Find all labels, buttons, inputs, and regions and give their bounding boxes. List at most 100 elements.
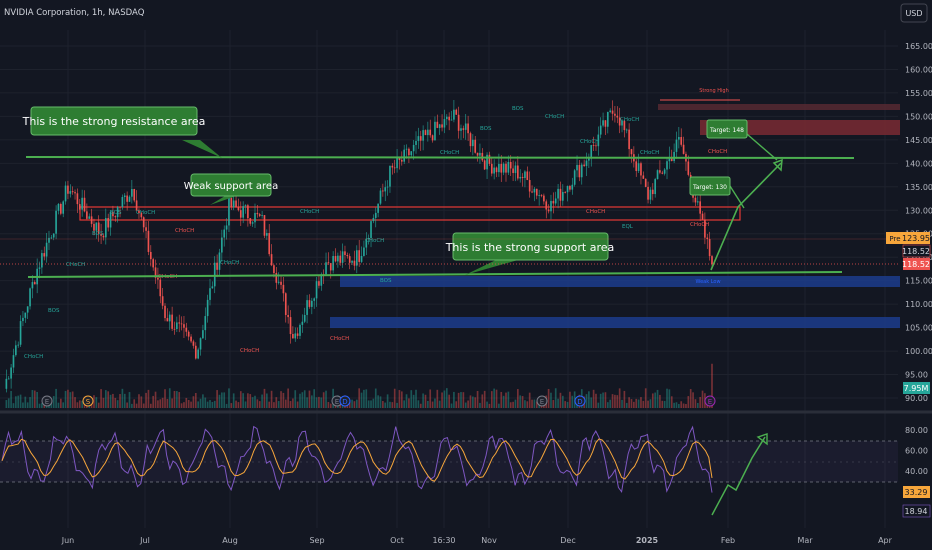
volume-bar (187, 399, 190, 408)
candle-body (251, 222, 254, 224)
candle-body (93, 223, 95, 231)
candle-body (604, 120, 607, 127)
structure-label: CHoCH (708, 149, 727, 155)
volume-bar (597, 402, 600, 408)
volume-bar (173, 390, 176, 408)
volume-bar (24, 396, 27, 408)
event-marker[interactable]: D (574, 395, 586, 407)
candle-body (258, 214, 261, 216)
volume-bar (149, 403, 152, 408)
volume-bar (67, 389, 69, 408)
time-tick-label: Oct (390, 536, 404, 545)
strong-support-callout[interactable]: This is the strong support area (445, 232, 615, 275)
volume-bar (405, 394, 408, 408)
candle-body (294, 333, 297, 339)
volume-bar (561, 395, 564, 408)
candle-body (256, 212, 259, 215)
volume-bar (623, 390, 626, 408)
structure-label: CHoCH (690, 222, 709, 228)
candle-body (10, 367, 12, 379)
candle-body (102, 235, 105, 238)
candle-body (76, 193, 79, 205)
volume-bar (119, 394, 121, 408)
candle-body (109, 211, 112, 228)
rsi-axis[interactable]: 40.00 60.00 80.00 (905, 426, 928, 476)
price-tick-label: 150.00 (905, 112, 932, 121)
rsi-projection-arrow (711, 436, 766, 516)
candle-body (512, 168, 514, 173)
volume-bar (429, 389, 432, 408)
candle-body (348, 256, 351, 263)
strong-support-text: This is the strong support area (445, 241, 615, 254)
volume-bar (382, 401, 384, 408)
weak-support-callout[interactable]: Weak support area (184, 173, 278, 205)
premarket-tag-label: Pre (889, 235, 900, 243)
candle-body (123, 195, 126, 198)
candle-body (405, 148, 408, 150)
event-marker[interactable]: D (339, 395, 351, 407)
event-marker[interactable]: S (82, 395, 94, 407)
candle-body (412, 144, 415, 152)
target-148-callout[interactable]: Target: 148 (706, 119, 748, 139)
candle-body (588, 158, 590, 161)
event-marker[interactable]: E (704, 395, 716, 407)
candle-body (367, 238, 370, 240)
candle-body (462, 128, 465, 130)
structure-label: CHoCH (240, 348, 259, 354)
candle-body (514, 165, 517, 173)
volume-bar (554, 388, 557, 408)
candle-body (57, 203, 60, 211)
volume-bar (481, 394, 484, 408)
volume-bar (460, 392, 462, 408)
volume-bar (651, 393, 654, 408)
volume-bar (564, 401, 567, 408)
event-marker[interactable]: E (41, 395, 53, 407)
weak-support-zone (79, 206, 741, 221)
candle-body (140, 213, 143, 218)
candle-body (308, 300, 311, 307)
candle-body (670, 156, 673, 162)
target-130-callout[interactable]: Target: 130 (689, 176, 731, 196)
volume-bar (524, 400, 526, 408)
candle-body (263, 215, 266, 236)
candle-body (337, 255, 339, 262)
volume-bar (266, 393, 268, 408)
candle-body (436, 121, 439, 128)
volume-bar (100, 389, 102, 408)
volume-bar (391, 402, 394, 408)
strong-resistance-callout[interactable]: This is the strong resistance area (22, 106, 222, 158)
candle-body (180, 323, 183, 325)
volume-bar (33, 390, 36, 408)
volume-bar (292, 398, 294, 408)
candle-body (438, 124, 441, 128)
weak-support-text: Weak support area (184, 181, 278, 192)
candle-body (88, 216, 91, 219)
volume-bar (154, 391, 157, 408)
event-marker[interactable]: E (536, 395, 548, 407)
candle-body (192, 341, 195, 346)
time-axis[interactable]: Jun Jul Aug Sep Oct 16:30 Nov Dec 2025 Feb Mar Apr (61, 536, 893, 545)
volume-bar (455, 401, 458, 408)
volume-bar (52, 396, 55, 408)
volume-bar (363, 389, 365, 408)
currency-button[interactable]: USD (900, 3, 928, 23)
close-price-tag: 118.52 (902, 258, 930, 270)
volume-bar (93, 395, 95, 408)
candle-body (505, 163, 507, 173)
volume-bars (5, 363, 713, 408)
volume-bar (431, 401, 434, 408)
candle-body (43, 253, 46, 257)
volume-bar (701, 390, 704, 408)
volume-bar (528, 392, 531, 408)
candle-body (640, 163, 642, 176)
candle-body (311, 300, 313, 307)
volume-bar (69, 392, 72, 408)
candle-body (204, 316, 207, 331)
volume-bar (157, 400, 159, 408)
candle-body (60, 203, 62, 214)
candle-body (15, 345, 17, 356)
price-axis[interactable]: 90.00 95.00 100.00 105.00 110.00 115.00 120.00… (905, 42, 932, 403)
candle-body (161, 296, 164, 306)
